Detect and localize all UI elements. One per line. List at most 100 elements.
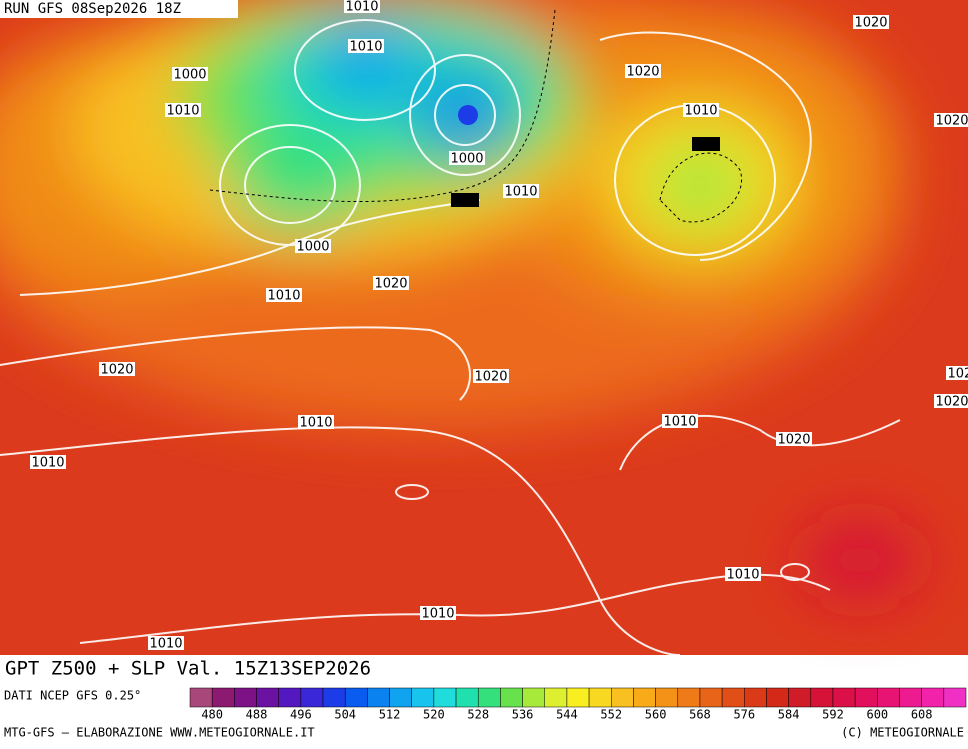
contour-label: 1010 bbox=[726, 568, 759, 583]
contour-label-box bbox=[449, 151, 485, 165]
run-box bbox=[0, 0, 238, 18]
contour-label: 1020 bbox=[374, 277, 407, 292]
colorbar-swatch bbox=[189, 687, 213, 708]
colorbar-tick-label: 600 bbox=[866, 708, 888, 722]
colorbar-tick-label: 520 bbox=[423, 708, 445, 722]
colorbar-swatch bbox=[367, 687, 390, 708]
colorbar-swatch bbox=[810, 687, 834, 708]
map-title: GPT Z500 + SLP Val. 15Z13SEP2026 bbox=[5, 658, 371, 680]
contour-label-box bbox=[172, 67, 208, 81]
contour-label: 1010 bbox=[149, 637, 182, 652]
colorbar-swatch bbox=[832, 687, 856, 708]
colorbar-swatch bbox=[433, 687, 457, 708]
colorbar-swatch bbox=[500, 687, 523, 708]
colorbar-tick-label: 608 bbox=[911, 708, 933, 722]
contour-label: 1020 bbox=[100, 363, 133, 378]
contour-label-box bbox=[725, 567, 761, 581]
contour-label-box bbox=[934, 113, 968, 127]
colorbar-swatch bbox=[344, 687, 368, 708]
contour-label-box bbox=[776, 432, 812, 446]
colorbar-swatch bbox=[389, 687, 412, 708]
contour-label-box bbox=[148, 636, 184, 650]
colorbar-swatch bbox=[788, 687, 812, 708]
contour-label-box bbox=[451, 193, 479, 207]
contour-label-box bbox=[295, 239, 331, 253]
contour-label-box bbox=[853, 15, 889, 29]
contour-label-box bbox=[420, 606, 456, 620]
contour-label-box bbox=[30, 455, 66, 469]
map-field bbox=[0, 0, 968, 656]
colorbar-tick-label: 528 bbox=[467, 708, 489, 722]
colorbar-swatch bbox=[899, 687, 922, 708]
contour-label: 1010 bbox=[267, 289, 300, 304]
colorbar-tick-label: 536 bbox=[512, 708, 534, 722]
colorbar-tick-label: 504 bbox=[334, 708, 356, 722]
contour-label-box bbox=[298, 415, 334, 429]
title-box bbox=[0, 655, 412, 684]
colorbar-swatch bbox=[322, 687, 346, 708]
contour-label-box bbox=[503, 184, 539, 198]
contour-label: 552 bbox=[694, 138, 719, 153]
contour-label-box bbox=[266, 288, 302, 302]
colorbar-swatch bbox=[477, 687, 501, 708]
contour-label: 1020 bbox=[947, 367, 968, 382]
colorbar-tick-label: 496 bbox=[290, 708, 312, 722]
colorbar-swatch bbox=[411, 687, 435, 708]
colorbar-swatch bbox=[211, 687, 235, 708]
contour-label-box bbox=[662, 414, 698, 428]
contour-label: 1020 bbox=[854, 16, 887, 31]
colorbar-swatch bbox=[522, 687, 545, 708]
colorbar-tick-label: 560 bbox=[645, 708, 667, 722]
source-label: DATI NCEP GFS 0.25° bbox=[4, 689, 141, 703]
colorbar-swatch bbox=[877, 687, 900, 708]
colorbar-swatch bbox=[854, 687, 878, 708]
colorbar-swatch bbox=[566, 687, 590, 708]
contour-label-box bbox=[625, 64, 661, 78]
contour-label: 1010 bbox=[684, 104, 717, 119]
colorbar-tick-label: 512 bbox=[379, 708, 401, 722]
colorbar-swatch bbox=[633, 687, 656, 708]
contour-label: 552 bbox=[453, 194, 478, 209]
contour-label: 1010 bbox=[349, 40, 382, 55]
colorbar-tick-label: 552 bbox=[600, 708, 622, 722]
contour-label: 1010 bbox=[345, 0, 378, 15]
colorbar-tick-label: 488 bbox=[246, 708, 268, 722]
colorbar-swatch bbox=[699, 687, 723, 708]
contour-label: 1020 bbox=[474, 370, 507, 385]
contour-label-box bbox=[683, 103, 719, 117]
contour-label-box bbox=[934, 394, 968, 408]
colorbar-tick-label: 584 bbox=[778, 708, 800, 722]
colorbar-tick-label: 576 bbox=[733, 708, 755, 722]
colorbar-swatch bbox=[921, 687, 945, 708]
run-label: RUN GFS 08Sep2026 18Z bbox=[4, 1, 181, 17]
credit-label: MTG-GFS — ELABORAZIONE WWW.METEOGIORNALE… bbox=[4, 726, 315, 740]
contour-label: 1010 bbox=[421, 607, 454, 622]
contour-label: 1020 bbox=[626, 65, 659, 80]
colorbar-tick-label: 568 bbox=[689, 708, 711, 722]
contour-label: 1010 bbox=[299, 416, 332, 431]
contour-label-box bbox=[344, 0, 380, 13]
contour-label: 1010 bbox=[166, 104, 199, 119]
colorbar-swatch bbox=[943, 687, 967, 708]
contour-label: 1010 bbox=[663, 415, 696, 430]
colorbar-tick-label: 480 bbox=[201, 708, 223, 722]
colorbar-swatch bbox=[278, 687, 302, 708]
colorbar-tick-label: 592 bbox=[822, 708, 844, 722]
contour-label-box bbox=[99, 362, 135, 376]
contour-label: 1000 bbox=[450, 152, 483, 167]
contour-label-box bbox=[692, 137, 720, 151]
colorbar-swatch bbox=[300, 687, 324, 708]
colorbar-swatch bbox=[677, 687, 701, 708]
contour-label: 1000 bbox=[173, 68, 206, 83]
contour-label-box bbox=[373, 276, 409, 290]
contour-label-box bbox=[473, 369, 509, 383]
contour-label-box bbox=[165, 103, 201, 117]
colorbar-swatch bbox=[256, 687, 279, 708]
colorbar-swatch bbox=[544, 687, 568, 708]
colorbar-swatch bbox=[455, 687, 479, 708]
colorbar-swatch bbox=[766, 687, 789, 708]
colorbar-tick-label: 544 bbox=[556, 708, 578, 722]
colorbar-swatch bbox=[588, 687, 612, 708]
copyright-label: (C) METEOGIORNALE bbox=[841, 726, 964, 740]
contour-label: 1020 bbox=[935, 114, 968, 129]
